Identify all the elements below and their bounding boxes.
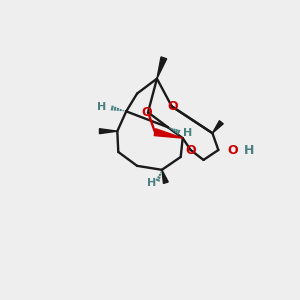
Text: O: O [142, 106, 152, 119]
Text: H: H [244, 143, 254, 157]
Polygon shape [162, 170, 168, 183]
Text: H: H [147, 178, 156, 188]
Polygon shape [154, 129, 183, 138]
Polygon shape [157, 57, 167, 79]
Polygon shape [212, 121, 223, 133]
Text: O: O [167, 100, 178, 113]
Text: H: H [97, 102, 106, 112]
Text: H: H [183, 128, 192, 138]
Polygon shape [100, 129, 117, 134]
Text: O: O [227, 143, 238, 157]
Text: O: O [185, 143, 196, 157]
